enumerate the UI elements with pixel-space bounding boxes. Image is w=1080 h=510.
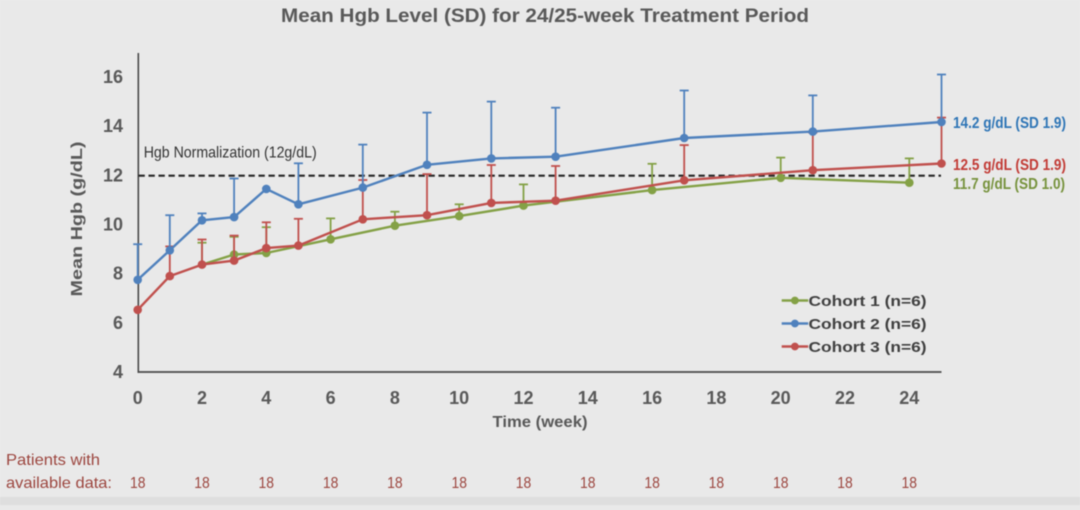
svg-text:2: 2 xyxy=(197,388,207,408)
svg-text:Patients with: Patients with xyxy=(6,452,100,469)
svg-text:12: 12 xyxy=(513,388,533,408)
svg-text:18: 18 xyxy=(709,475,725,492)
svg-text:10: 10 xyxy=(103,215,123,235)
svg-text:18: 18 xyxy=(130,475,146,492)
svg-text:Mean Hgb (g/dL): Mean Hgb (g/dL) xyxy=(69,142,86,297)
svg-text:18: 18 xyxy=(516,475,532,492)
svg-text:18: 18 xyxy=(902,475,918,492)
svg-text:18: 18 xyxy=(773,475,789,492)
svg-text:6: 6 xyxy=(113,313,123,333)
svg-text:11.7 g/dL (SD 1.0): 11.7 g/dL (SD 1.0) xyxy=(953,176,1065,193)
svg-text:Hgb Normalization (12g/dL): Hgb Normalization (12g/dL) xyxy=(144,145,317,162)
svg-text:18: 18 xyxy=(323,475,339,492)
svg-text:18: 18 xyxy=(451,475,467,492)
svg-text:4: 4 xyxy=(261,388,271,408)
svg-text:12.5 g/dL (SD 1.9): 12.5 g/dL (SD 1.9) xyxy=(953,157,1066,174)
svg-text:18: 18 xyxy=(706,388,726,408)
svg-text:18: 18 xyxy=(387,475,403,492)
svg-text:Mean Hgb Level (SD) for 24/25-: Mean Hgb Level (SD) for 24/25-week Treat… xyxy=(281,6,809,27)
svg-text:8: 8 xyxy=(390,388,400,408)
svg-text:8: 8 xyxy=(113,264,123,284)
svg-text:Cohort 2 (n=6): Cohort 2 (n=6) xyxy=(809,316,927,333)
svg-text:14: 14 xyxy=(103,116,123,136)
svg-text:18: 18 xyxy=(580,475,596,492)
svg-text:Cohort 3 (n=6): Cohort 3 (n=6) xyxy=(809,339,927,356)
svg-text:20: 20 xyxy=(771,388,791,408)
svg-text:18: 18 xyxy=(194,475,210,492)
svg-text:6: 6 xyxy=(326,388,336,408)
svg-text:22: 22 xyxy=(835,388,855,408)
svg-text:18: 18 xyxy=(259,475,275,492)
svg-text:Time (week): Time (week) xyxy=(493,414,588,431)
svg-text:0: 0 xyxy=(133,388,143,408)
svg-text:18: 18 xyxy=(837,475,853,492)
svg-text:18: 18 xyxy=(644,475,660,492)
svg-text:14: 14 xyxy=(578,388,598,408)
svg-text:16: 16 xyxy=(642,388,662,408)
svg-text:24: 24 xyxy=(899,388,919,408)
svg-text:4: 4 xyxy=(113,362,123,382)
svg-text:10: 10 xyxy=(449,388,469,408)
svg-text:14.2 g/dL (SD 1.9): 14.2 g/dL (SD 1.9) xyxy=(953,115,1066,132)
svg-text:available data:: available data: xyxy=(6,475,112,492)
svg-text:16: 16 xyxy=(103,67,123,87)
svg-text:12: 12 xyxy=(103,165,123,185)
svg-text:Cohort 1 (n=6): Cohort 1 (n=6) xyxy=(809,293,927,310)
